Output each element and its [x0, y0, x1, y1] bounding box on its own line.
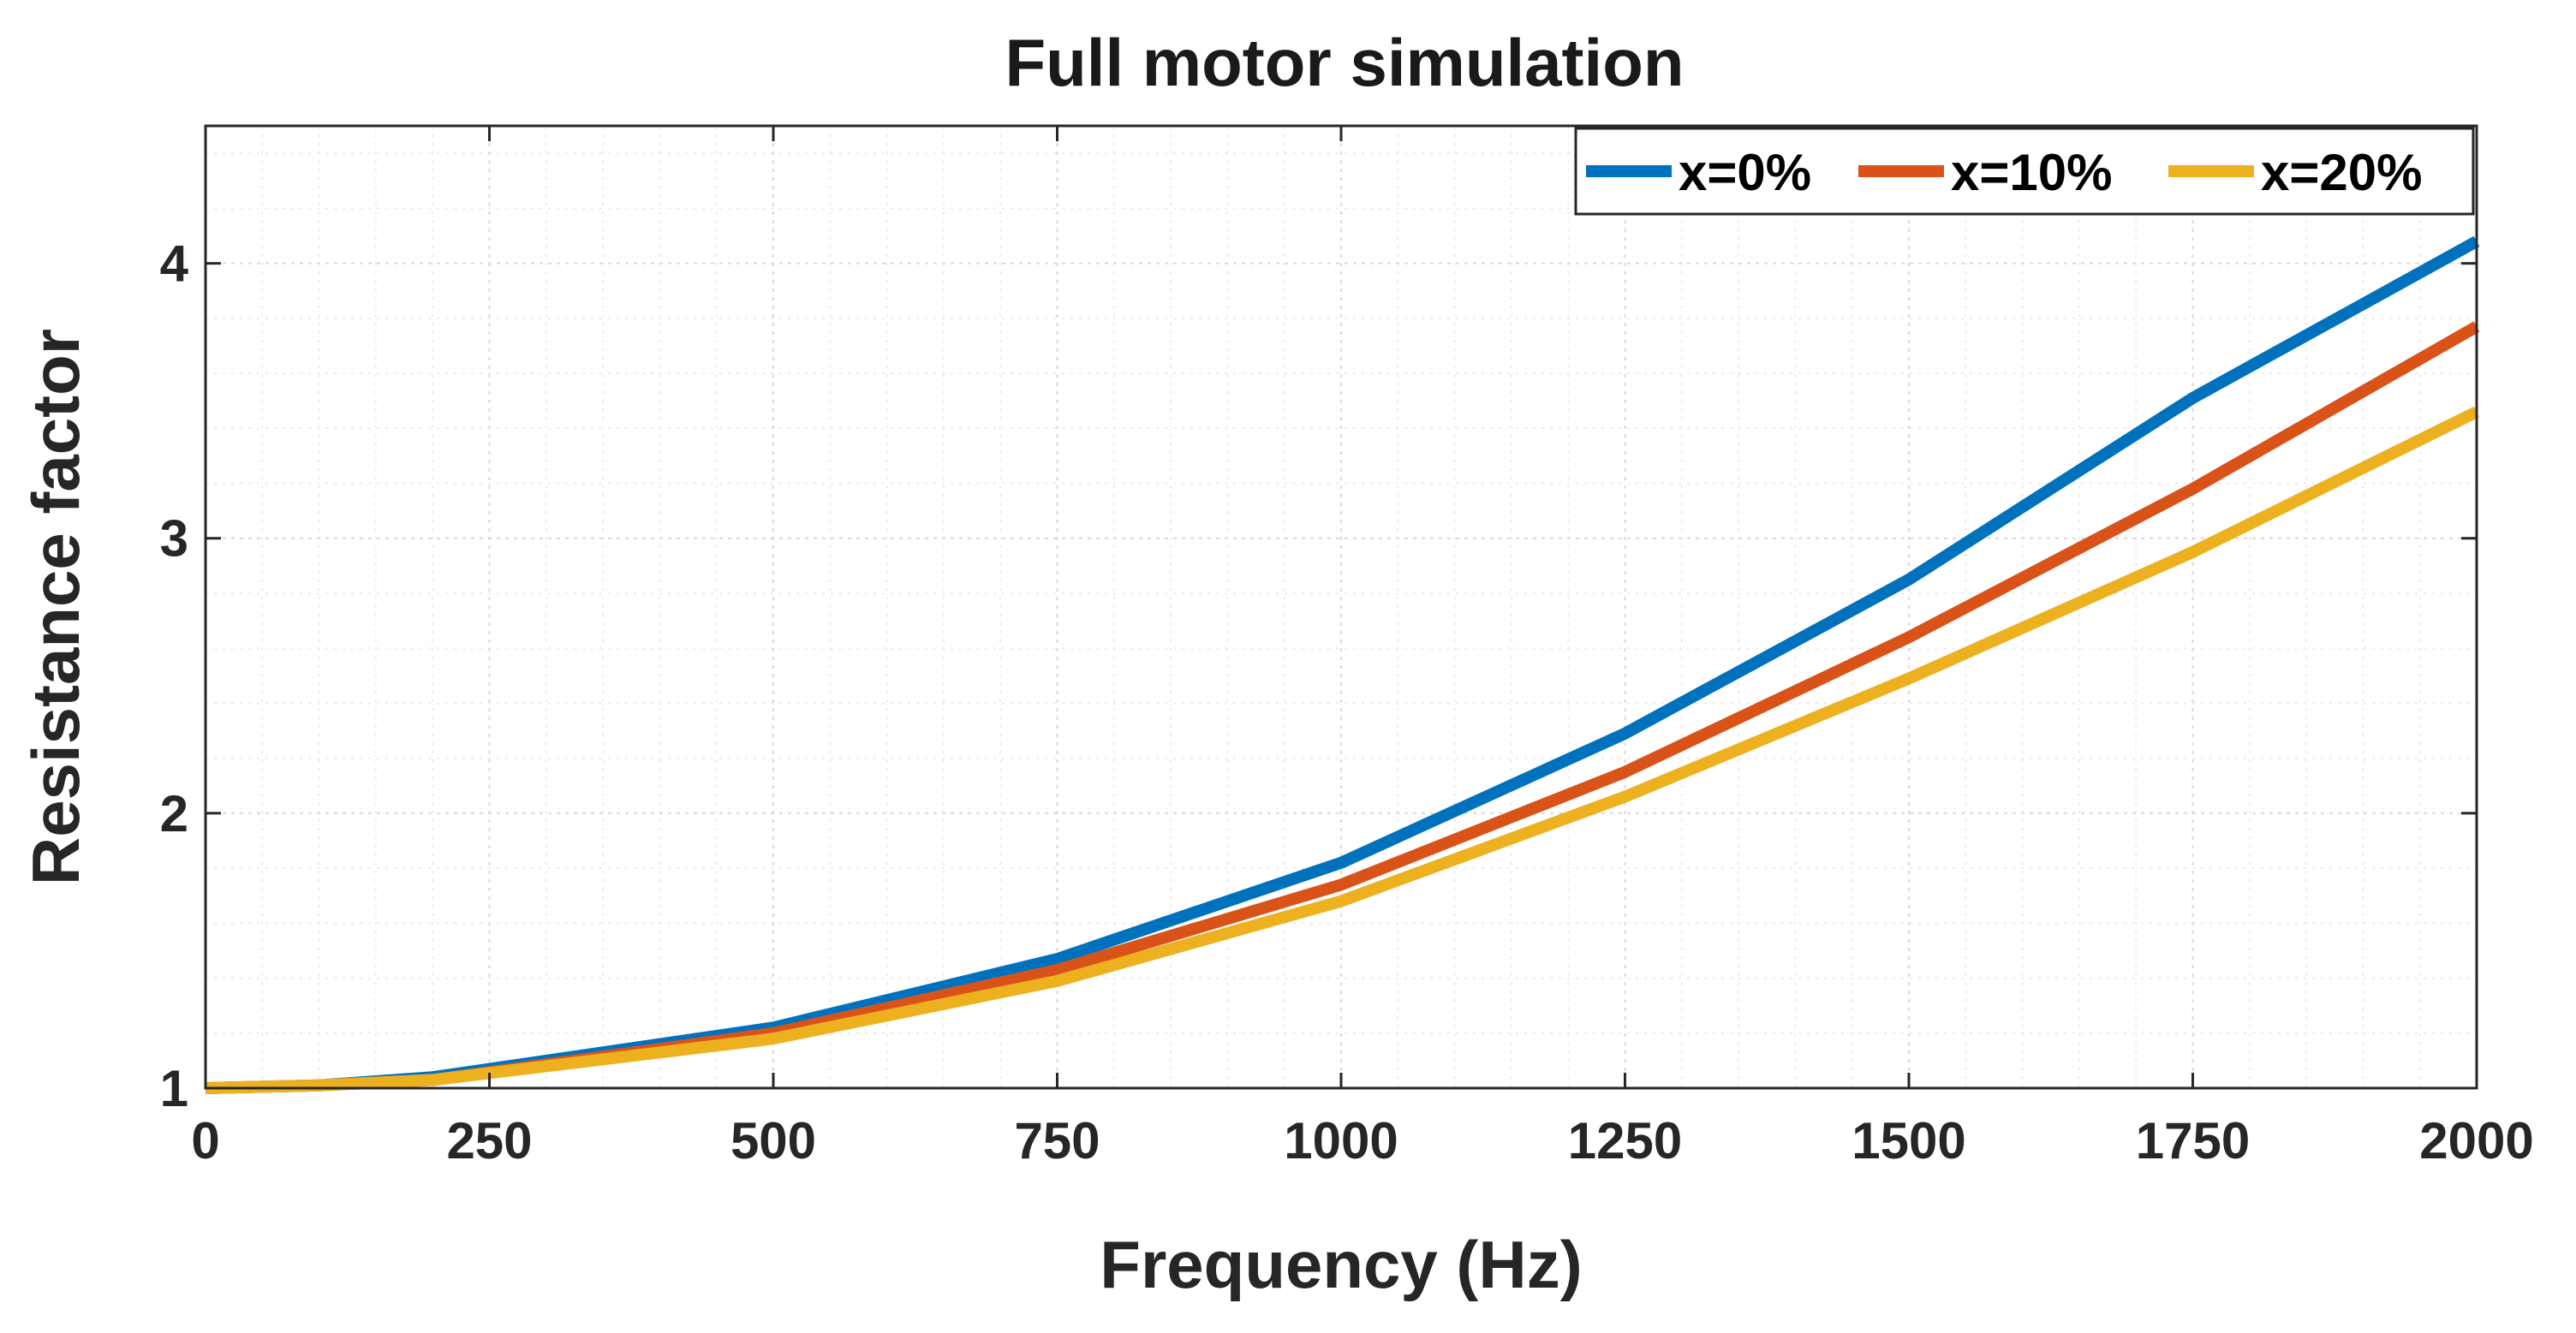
x-tick-label: 0: [191, 1112, 219, 1169]
x-tick-label: 500: [730, 1112, 816, 1169]
legend-label-3: x=20%: [2261, 144, 2423, 201]
legend: x=0% x=10% x=20%: [1574, 127, 2475, 216]
chart-title: Full motor simulation: [1005, 25, 1685, 100]
legend-label-1: x=0%: [1679, 144, 1811, 201]
x-tick-label: 1750: [2136, 1112, 2250, 1169]
x-axis-label: Frequency (Hz): [1100, 1227, 1582, 1302]
legend-label-2: x=10%: [1951, 144, 2113, 201]
y-tick-label: 1: [160, 1060, 188, 1117]
x-tick-label: 250: [446, 1112, 532, 1169]
x-tick-label: 750: [1014, 1112, 1100, 1169]
y-axis-label: Resistance factor: [18, 329, 93, 885]
series-layer: [205, 235, 2480, 1094]
x-tick-label: 1250: [1568, 1112, 1682, 1169]
series-line-3: [205, 406, 2480, 1094]
x-tick-label: 2000: [2419, 1112, 2533, 1169]
legend-box: [1574, 127, 2475, 216]
y-tick-label: 4: [160, 235, 189, 293]
y-tick-labels: 1 2 3 4: [160, 235, 189, 1117]
x-tick-labels: 0 250 500 750 1000 1250 1500 1750 2000: [191, 1112, 2533, 1169]
y-tick-label: 2: [160, 785, 188, 842]
y-tick-label: 3: [160, 510, 188, 568]
x-tick-label: 1500: [1852, 1112, 1965, 1169]
x-tick-label: 1000: [1284, 1112, 1398, 1169]
